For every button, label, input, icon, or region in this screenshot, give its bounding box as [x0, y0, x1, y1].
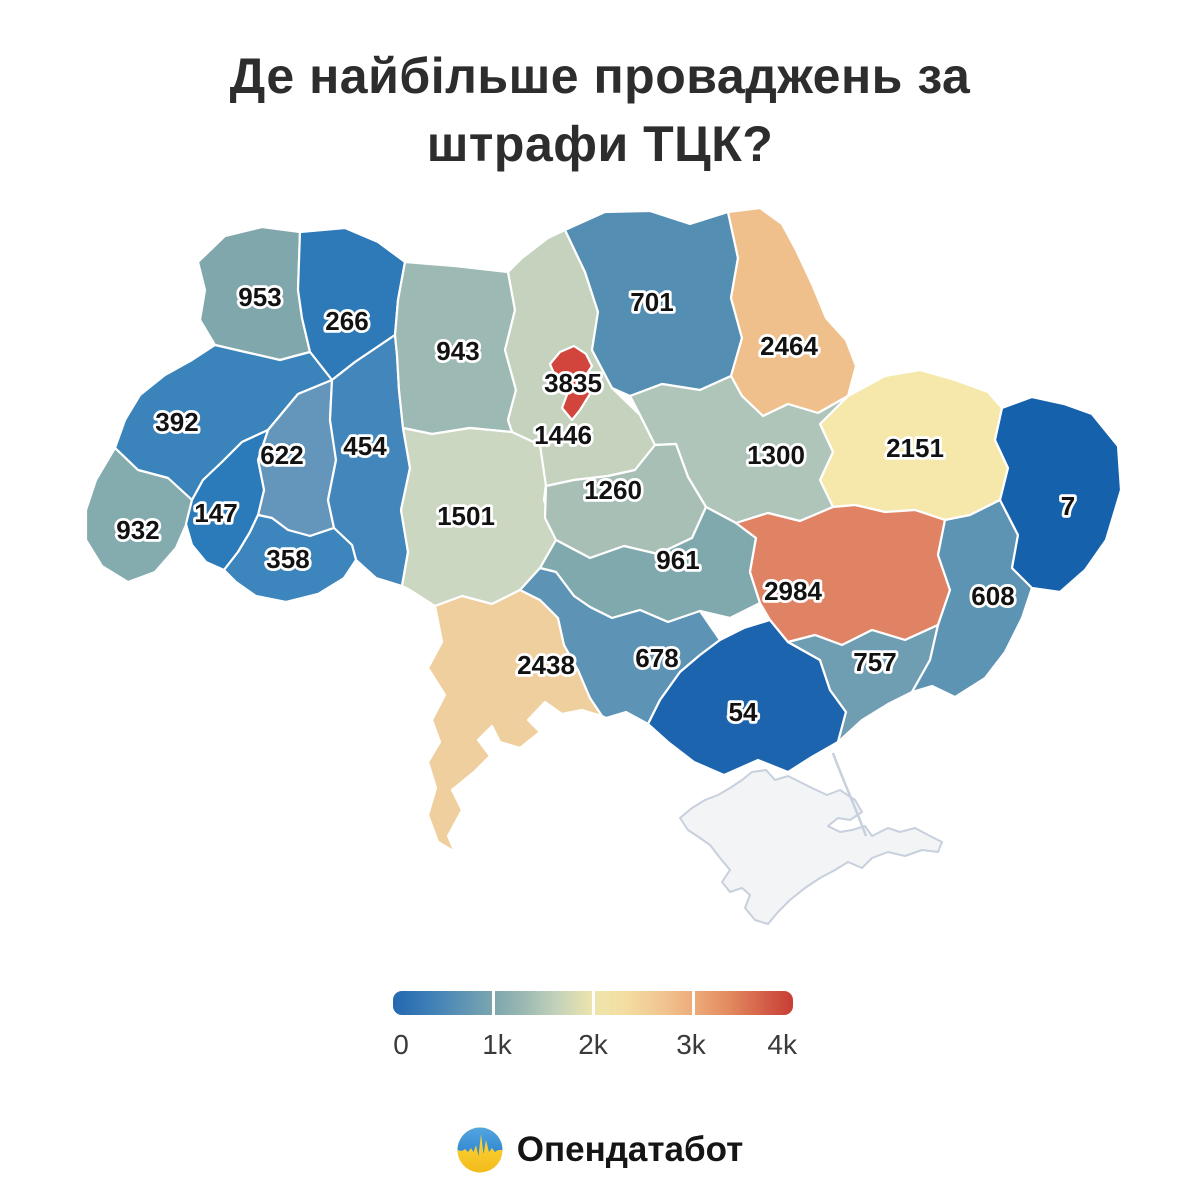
color-legend: 0 1k 2k 3k 4k	[393, 991, 797, 1063]
legend-tick-4k: 4k	[767, 1029, 797, 1060]
label-zhytomyr: 943	[436, 336, 479, 366]
region-crimea	[679, 769, 943, 925]
page-title: Де найбільше проваджень за штрафи ТЦК?	[0, 42, 1200, 178]
legend-separator-3k	[692, 991, 695, 1015]
arabat-spit-line	[831, 752, 868, 837]
label-kyiv-oblast: 1446	[534, 420, 592, 450]
title-line-2: штрафи ТЦК?	[426, 116, 774, 172]
label-zakarpattia: 932	[116, 515, 159, 545]
label-kirovohrad: 961	[656, 545, 699, 575]
legend-tick-3k: 3k	[676, 1029, 706, 1060]
title-line-1: Де найбільше проваджень за	[229, 48, 971, 104]
legend-tick-2k: 2k	[578, 1029, 608, 1060]
legend-separator-2k	[592, 991, 595, 1015]
label-dnipro: 2984	[764, 576, 822, 606]
label-rivne: 266	[325, 306, 368, 336]
label-mykolaiv: 678	[635, 643, 678, 673]
region-luhansk	[993, 395, 1123, 594]
legend-tick-labels: 0 1k 2k 3k 4k	[393, 1029, 797, 1063]
label-chernihiv: 701	[630, 287, 673, 317]
label-poltava: 1300	[747, 440, 805, 470]
brand-footer: Опендатабот	[0, 1127, 1200, 1173]
label-ivano-frankivsk: 147	[194, 498, 237, 528]
label-ternopil: 622	[260, 440, 303, 470]
label-odesa: 2438	[517, 650, 575, 680]
label-volyn: 953	[238, 282, 281, 312]
legend-separator-1k	[492, 991, 495, 1015]
label-chernivtsi: 358	[266, 544, 309, 574]
label-luhansk: 7	[1061, 491, 1075, 521]
legend-gradient-bar	[393, 991, 793, 1015]
brand-name: Опендатабот	[516, 1130, 744, 1169]
label-donetsk: 608	[971, 581, 1014, 611]
region-chernivtsi	[222, 513, 358, 604]
legend-tick-0: 0	[393, 1029, 409, 1060]
label-kharkiv: 2151	[886, 433, 944, 463]
label-khmelnytskyi: 454	[343, 431, 387, 461]
region-kyiv-city	[548, 344, 594, 422]
region-sumy	[726, 206, 858, 418]
label-kyiv-city: 3835	[544, 368, 602, 398]
label-lviv: 392	[155, 407, 198, 437]
label-zaporizhzhia: 757	[853, 647, 896, 677]
region-zakarpattia	[84, 446, 194, 584]
label-cherkasy: 1260	[584, 475, 642, 505]
opendatabot-logo-icon	[457, 1127, 503, 1173]
label-sumy: 2464	[760, 331, 818, 361]
legend-tick-1k: 1k	[482, 1029, 512, 1060]
label-vinnytsia: 1501	[437, 501, 495, 531]
label-kherson: 54	[729, 697, 758, 727]
